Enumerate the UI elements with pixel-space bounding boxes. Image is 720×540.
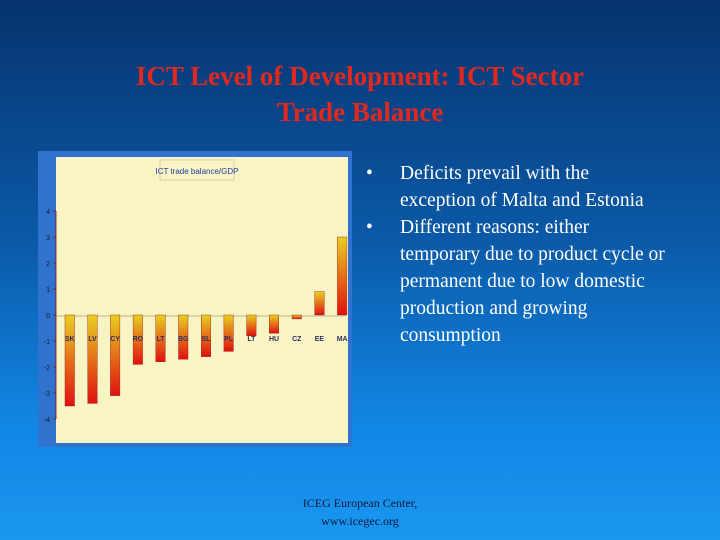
bar — [155, 314, 166, 362]
x-category-label: BG — [178, 336, 189, 343]
bar — [64, 314, 75, 407]
bullet-text: Different reasons: either temporary due … — [400, 217, 665, 346]
x-category-label: HU — [269, 336, 279, 343]
bullet-item-1: • Deficits prevail with the exception of… — [366, 160, 666, 214]
x-category-label: LT — [247, 336, 256, 343]
bullet-item-2: • Different reasons: either temporary du… — [366, 214, 666, 349]
x-category-label: CY — [110, 336, 120, 343]
x-category-label: SK — [65, 336, 75, 343]
bar — [246, 314, 257, 336]
y-tick-label: 0 — [46, 313, 50, 320]
y-tick-label: 1 — [46, 287, 50, 294]
chart-panel: ICT trade balance/GDP 4 3 2 1 0 -1 -2 -3 -4 SK LV… — [38, 151, 352, 447]
y-tick-label: -2 — [44, 365, 50, 372]
bar — [178, 314, 189, 360]
plot-background — [56, 157, 348, 443]
x-category-label: PL — [224, 336, 234, 343]
y-tick-label: -4 — [44, 417, 50, 424]
bar — [110, 314, 121, 396]
x-category-label: MA — [337, 336, 348, 343]
x-category-label: EE — [315, 336, 325, 343]
x-category-label: LT — [157, 336, 166, 343]
footer-org: ICEG European Center, — [302, 496, 418, 510]
bar — [200, 314, 211, 357]
footer: ICEG European Center, www.icegec.org — [260, 494, 460, 530]
bar — [87, 314, 98, 404]
x-category-label: SL — [201, 336, 211, 343]
bar — [269, 314, 280, 334]
slide-title: ICT Level of Development: ICT Sector Tra… — [40, 58, 680, 130]
bullet-text: Deficits prevail with the exception of M… — [400, 163, 644, 211]
bullet-list: • Deficits prevail with the exception of… — [366, 160, 666, 349]
x-category-label: CZ — [292, 336, 302, 343]
bar — [291, 314, 302, 320]
bar — [337, 236, 348, 316]
bar — [132, 314, 143, 365]
x-category-label: RO — [133, 336, 144, 343]
title-line-2: Trade Balance — [276, 97, 444, 127]
y-tick-label: 3 — [46, 235, 50, 242]
x-category-label: LV — [88, 336, 97, 343]
title-line-1: ICT Level of Development: ICT Sector — [135, 61, 585, 91]
chart-title: ICT trade balance/GDP — [155, 167, 238, 176]
footer-url: www.icegec.org — [321, 514, 399, 528]
y-tick-label: 2 — [46, 261, 50, 268]
bullet-marker: • — [366, 163, 373, 184]
bar — [314, 291, 325, 316]
y-tick-label: -3 — [44, 391, 50, 398]
bullet-marker: • — [366, 217, 373, 238]
bar — [223, 314, 234, 352]
trade-balance-chart: ICT trade balance/GDP 4 3 2 1 0 -1 -2 -3 -4 SK LV… — [44, 157, 348, 443]
chart-title-box — [159, 159, 235, 181]
y-tick-label: -1 — [44, 339, 50, 346]
y-tick-label: 4 — [46, 209, 50, 216]
